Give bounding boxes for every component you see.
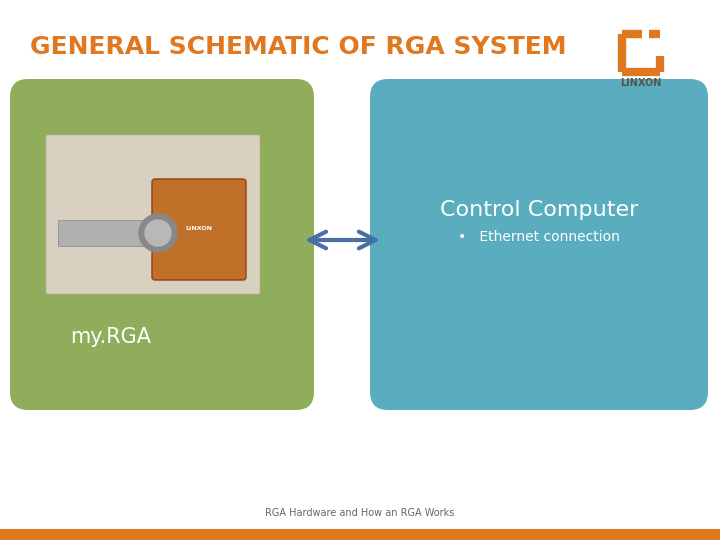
Text: •   Ethernet connection: • Ethernet connection (458, 230, 620, 244)
Text: GENERAL SCHEMATIC OF RGA SYSTEM: GENERAL SCHEMATIC OF RGA SYSTEM (30, 35, 567, 59)
Text: LINXON: LINXON (186, 226, 212, 231)
Text: LINXON: LINXON (621, 78, 662, 88)
FancyBboxPatch shape (10, 79, 314, 410)
Bar (0, 529, 720, 540)
FancyBboxPatch shape (370, 79, 708, 410)
FancyBboxPatch shape (152, 179, 246, 280)
Circle shape (145, 220, 171, 246)
FancyBboxPatch shape (46, 135, 260, 294)
Text: RGA Hardware and How an RGA Works: RGA Hardware and How an RGA Works (265, 508, 455, 518)
Circle shape (139, 214, 177, 252)
Bar (58, 220, 158, 246)
Text: my.RGA: my.RGA (70, 327, 151, 347)
Text: Control Computer: Control Computer (440, 200, 638, 220)
